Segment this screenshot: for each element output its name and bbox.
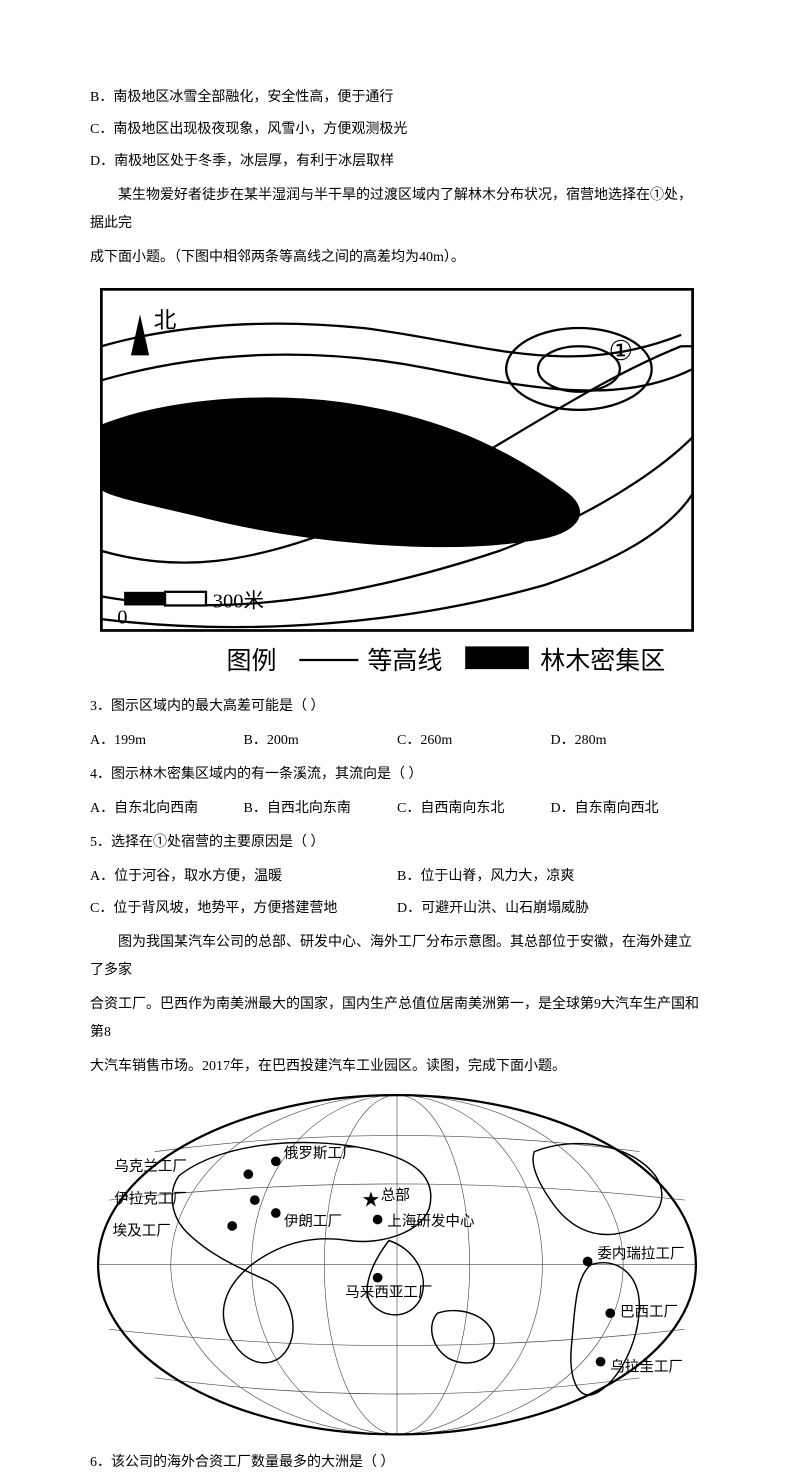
intro-1-line-1: 某生物爱好者徒步在某半湿润与半干旱的过渡区域内了解林木分布状况，宿营地选择在①处… [90, 182, 704, 238]
q5-option-d: D．可避开山洪、山石崩塌威胁 [397, 895, 704, 923]
q5-option-c: C．位于背风坡，地势平，方便搭建营地 [90, 895, 397, 923]
q5-option-a: A．位于河谷，取水方便，温暖 [90, 863, 397, 891]
intro-1-line-2: 成下面小题。（下图中相邻两条等高线之间的高差均为40m）。 [90, 244, 704, 272]
label-venezuela: 委内瑞拉工厂 [597, 1246, 684, 1263]
q3-option-b: B．200m [244, 727, 398, 755]
label-brazil: 巴西工厂 [620, 1305, 678, 1321]
option-c: C．南极地区出现极夜现象，风雪小，方便观测极光 [90, 116, 704, 144]
q4-option-d: D．自东南向西北 [551, 795, 705, 823]
label-hq: 总部 [381, 1187, 410, 1204]
question-3: 3．图示区域内的最大高差可能是（ ） [90, 693, 704, 721]
q5-options-row2: C．位于背风坡，地势平，方便搭建营地 D．可避开山洪、山石崩塌威胁 [90, 895, 704, 923]
svg-text:★: ★ [361, 1188, 380, 1212]
q3-option-a: A．199m [90, 727, 244, 755]
label-shanghai: 上海研发中心 [387, 1213, 475, 1230]
q5-option-b: B．位于山脊，风力大，凉爽 [397, 863, 704, 891]
label-iran: 伊朗工厂 [284, 1213, 342, 1230]
q4-option-a: A．自东北向西南 [90, 795, 244, 823]
label-iraq: 伊拉克工厂 [114, 1191, 187, 1208]
q3-option-c: C．260m [397, 727, 551, 755]
label-russia: 俄罗斯工厂 [284, 1145, 357, 1162]
intro-2-line-2: 合资工厂。巴西作为南美洲最大的国家，国内生产总值位居南美洲第一，是全球第9大汽车… [90, 991, 704, 1047]
label-egypt: 埃及工厂 [113, 1223, 171, 1240]
q3-options: A．199m B．200m C．260m D．280m [90, 727, 704, 755]
legend-label: 图例 [226, 647, 276, 675]
q4-option-b: B．自西北向东南 [244, 795, 398, 823]
question-6: 6．该公司的海外合资工厂数量最多的大洲是（ ） [90, 1449, 704, 1477]
q3-option-d: D．280m [551, 727, 705, 755]
intro-2-line-3: 大汽车销售市场。2017年，在巴西投建汽车工业园区。读图，完成下面小题。 [90, 1053, 704, 1081]
question-4: 4．图示林木密集区域内的有一条溪流，其流向是（ ） [90, 761, 704, 789]
intro-2-line-1: 图为我国某汽车公司的总部、研发中心、海外工厂分布示意图。其总部位于安徽，在海外建… [90, 929, 704, 985]
north-label: 北 [154, 308, 177, 333]
scale-label: 300米 [213, 590, 264, 613]
marker-1-label: ① [608, 336, 632, 366]
contour-map-svg: 北 ① 0 300米 图例 等高线 林木密集 [90, 278, 704, 687]
label-ukraine: 乌克兰工厂 [114, 1158, 187, 1175]
label-malaysia: 马来西亚工厂 [345, 1284, 432, 1301]
scale-zero: 0 [117, 607, 127, 629]
option-b: B．南极地区冰雪全部融化，安全性高，便于通行 [90, 84, 704, 112]
contour-map-figure: 北 ① 0 300米 图例 等高线 林木密集 [90, 278, 704, 687]
legend-forest: 林木密集区 [540, 647, 665, 675]
q4-options: A．自东北向西南 B．自西北向东南 C．自西南向东北 D．自东南向西北 [90, 795, 704, 823]
question-5: 5．选择在①处宿营的主要原因是（ ） [90, 829, 704, 857]
q5-options-row1: A．位于河谷，取水方便，温暖 B．位于山脊，风力大，凉爽 [90, 863, 704, 891]
label-uruguay: 乌拉圭工厂 [610, 1359, 683, 1376]
q4-option-c: C．自西南向东北 [397, 795, 551, 823]
world-map-svg: 俄罗斯工厂 乌克兰工厂 伊拉克工厂 埃及工厂 伊朗工厂 ★总部 上海研发中心 马… [90, 1087, 704, 1442]
world-map-figure: 俄罗斯工厂 乌克兰工厂 伊拉克工厂 埃及工厂 伊朗工厂 ★总部 上海研发中心 马… [90, 1087, 704, 1442]
option-d: D．南极地区处于冬季，冰层厚，有利于冰层取样 [90, 148, 704, 176]
legend-contour: 等高线 [367, 647, 442, 675]
